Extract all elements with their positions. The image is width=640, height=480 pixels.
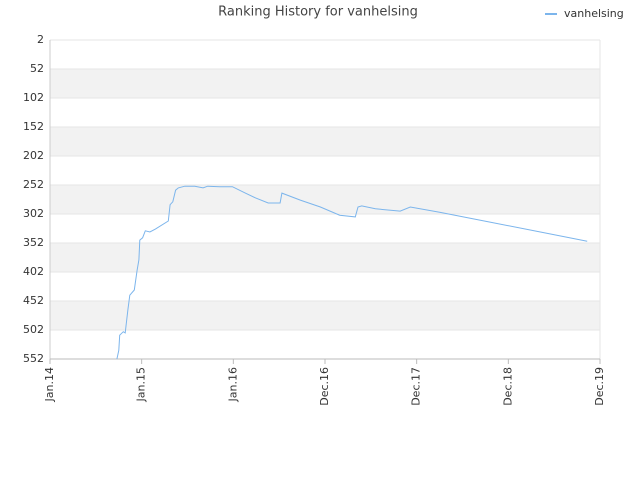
y-tick-label: 452 <box>23 294 44 307</box>
y-tick-label: 302 <box>23 207 44 220</box>
series-line <box>116 185 588 360</box>
x-tick-label: Jan.15 <box>135 367 148 402</box>
y-tick-label: 202 <box>23 149 44 162</box>
x-tick-label: Jan.16 <box>226 367 239 402</box>
chart-title: Ranking History for vanhelsing <box>218 5 418 20</box>
grid-band <box>50 127 600 156</box>
legend-label: vanhelsing <box>564 7 624 20</box>
grid-band <box>50 301 600 330</box>
x-tick-label: Dec.19 <box>593 367 606 406</box>
x-tick-label: Dec.17 <box>410 367 423 406</box>
x-tick-label: Dec.16 <box>318 367 331 406</box>
y-tick-label: 502 <box>23 323 44 336</box>
grid-band <box>50 69 600 98</box>
grid-band <box>50 243 600 272</box>
y-tick-label: 152 <box>23 120 44 133</box>
y-tick-label: 552 <box>23 352 44 365</box>
y-tick-label: 52 <box>30 62 44 75</box>
x-tick-label: Dec.18 <box>501 367 514 406</box>
y-tick-label: 352 <box>23 236 44 249</box>
y-tick-label: 402 <box>23 265 44 278</box>
y-tick-label: 2 <box>37 33 44 46</box>
y-tick-label: 102 <box>23 91 44 104</box>
x-tick-label: Jan.14 <box>43 367 56 402</box>
y-tick-label: 252 <box>23 178 44 191</box>
grid-band <box>50 185 600 214</box>
